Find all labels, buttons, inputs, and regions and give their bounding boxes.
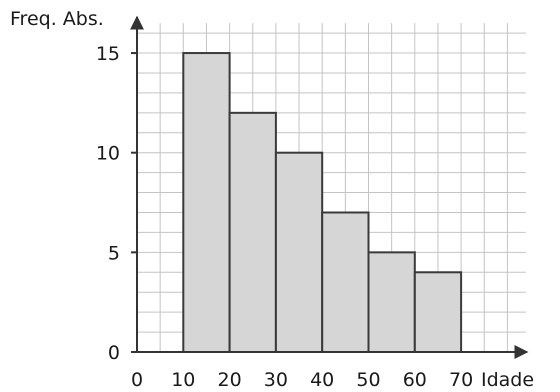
x-tick-label: 60 <box>403 369 427 391</box>
x-tick-label: 10 <box>171 369 195 391</box>
y-tick-label: 10 <box>96 143 120 165</box>
histogram-bar <box>228 111 277 353</box>
x-tick-label: 70 <box>449 369 473 391</box>
bars <box>182 52 463 354</box>
y-tick-label: 0 <box>108 342 120 364</box>
x-tick-label: 30 <box>264 369 288 391</box>
axes <box>130 15 529 359</box>
x-tick-label: 0 <box>131 369 143 391</box>
y-tick-label: 15 <box>96 43 120 65</box>
histogram-bar <box>367 251 416 354</box>
x-tick-label: 50 <box>356 369 380 391</box>
histogram-bar <box>182 52 231 354</box>
y-tick-label: 5 <box>108 242 120 264</box>
tick-labels: 0 10 20 30 40 50 60 70 0 5 10 15 <box>96 43 473 391</box>
x-axis-title: Idade <box>481 369 534 391</box>
histogram-bar <box>274 151 324 353</box>
x-tick-label: 20 <box>218 369 242 391</box>
histogram-bar <box>321 211 370 353</box>
histogram-bar <box>413 271 463 353</box>
x-tick-label: 40 <box>310 369 334 391</box>
y-axis-title: Freq. Abs. <box>10 8 104 30</box>
